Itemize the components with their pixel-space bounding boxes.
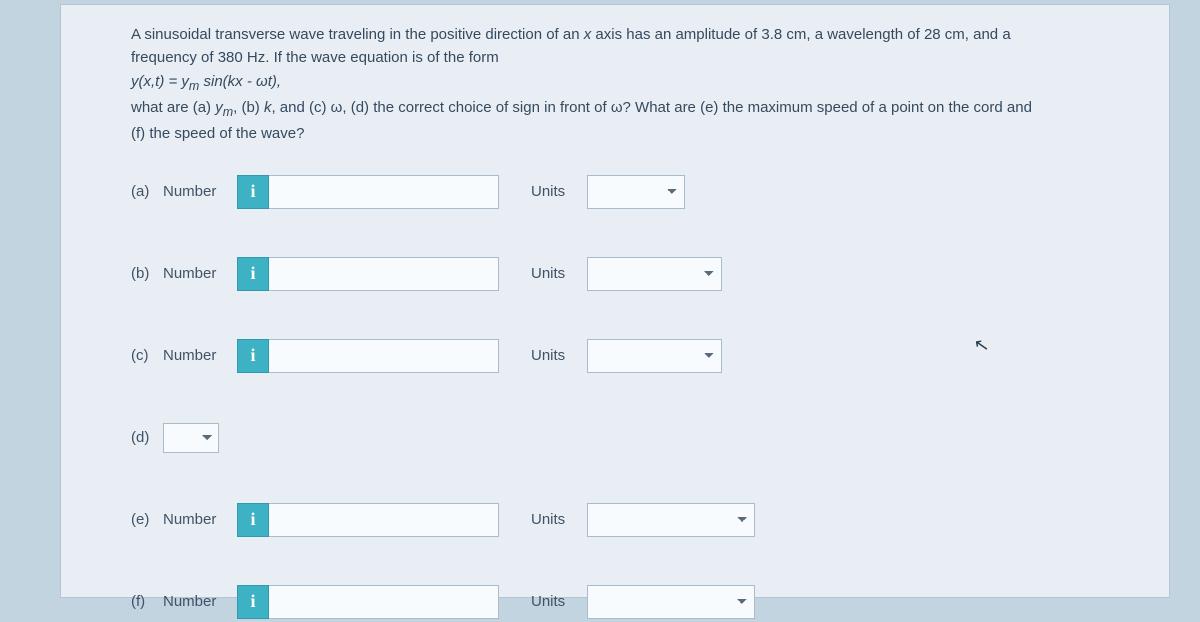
number-input-f[interactable]: [269, 585, 499, 619]
units-label: Units: [531, 511, 587, 528]
number-label: Number: [163, 183, 237, 200]
number-input-e[interactable]: [269, 503, 499, 537]
units-select-e[interactable]: [587, 503, 755, 537]
answer-row-b: (b) Number i Units: [131, 254, 1141, 294]
number-input-b[interactable]: [269, 257, 499, 291]
info-icon[interactable]: i: [237, 503, 269, 537]
units-label: Units: [531, 593, 587, 610]
units-select-b[interactable]: [587, 257, 722, 291]
part-label: (e): [131, 511, 163, 528]
units-select-c[interactable]: [587, 339, 722, 373]
cursor-icon: ↖: [972, 334, 991, 357]
part-label: (a): [131, 183, 163, 200]
part-label: (f): [131, 593, 163, 610]
part-label: (d): [131, 429, 163, 446]
units-select-f[interactable]: [587, 585, 755, 619]
answer-row-c: (c) Number i Units: [131, 336, 1141, 376]
number-label: Number: [163, 347, 237, 364]
number-label: Number: [163, 265, 237, 282]
info-icon[interactable]: i: [237, 339, 269, 373]
number-input-a[interactable]: [269, 175, 499, 209]
answer-row-e: (e) Number i Units: [131, 500, 1141, 540]
units-select-a[interactable]: [587, 175, 685, 209]
answer-row-a: (a) Number i Units: [131, 172, 1141, 212]
number-label: Number: [163, 511, 237, 528]
question-panel: A sinusoidal transverse wave traveling i…: [60, 4, 1170, 598]
units-label: Units: [531, 183, 587, 200]
units-label: Units: [531, 265, 587, 282]
answer-row-d: (d): [131, 418, 1141, 458]
number-input-c[interactable]: [269, 339, 499, 373]
number-label: Number: [163, 593, 237, 610]
sign-select-d[interactable]: [163, 423, 219, 453]
part-label: (c): [131, 347, 163, 364]
problem-text: A sinusoidal transverse wave traveling i…: [131, 23, 1141, 146]
answer-row-f: (f) Number i Units: [131, 582, 1141, 622]
info-icon[interactable]: i: [237, 257, 269, 291]
info-icon[interactable]: i: [237, 585, 269, 619]
units-label: Units: [531, 347, 587, 364]
info-icon[interactable]: i: [237, 175, 269, 209]
part-label: (b): [131, 265, 163, 282]
